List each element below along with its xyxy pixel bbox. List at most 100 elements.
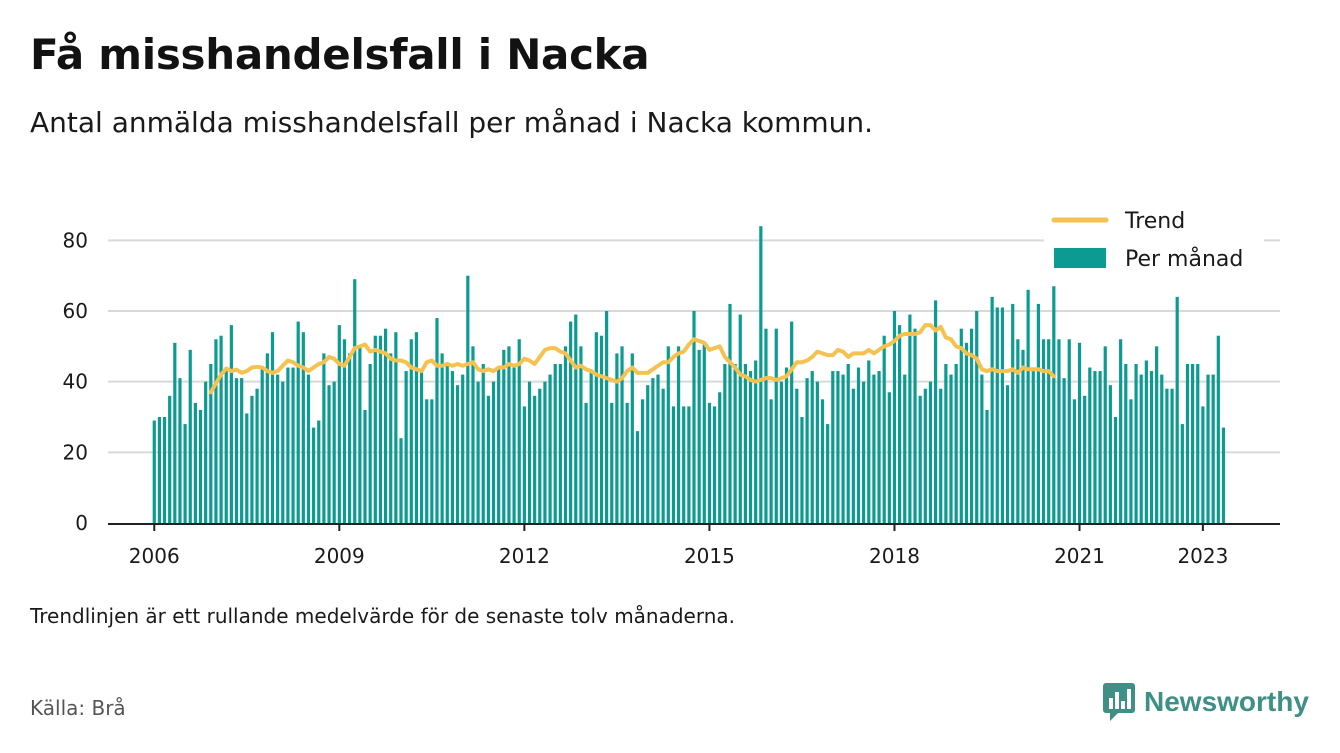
bar (990, 296, 994, 523)
bar (594, 332, 598, 523)
bar (676, 346, 681, 523)
bar (887, 392, 891, 523)
bar (353, 279, 357, 523)
bar (1016, 339, 1020, 523)
bar (651, 378, 655, 523)
bar (646, 385, 650, 523)
bar (543, 381, 547, 523)
bar (949, 374, 953, 523)
bar (1175, 296, 1179, 523)
bar (769, 399, 773, 523)
bar (723, 364, 727, 523)
bar (1119, 339, 1123, 523)
bar (558, 364, 562, 523)
bar (553, 364, 557, 523)
bar (759, 226, 763, 523)
bar (1180, 424, 1184, 523)
bar (615, 353, 619, 523)
bar (872, 374, 876, 523)
bar (1201, 406, 1205, 523)
bar (312, 427, 316, 523)
bar (964, 342, 969, 523)
x-tick-label: 2009 (314, 544, 365, 568)
bar (1072, 399, 1076, 523)
bar (877, 371, 881, 523)
bar (183, 424, 187, 523)
bar (281, 381, 285, 523)
bar (1149, 371, 1154, 523)
bar (851, 388, 855, 523)
bar (296, 321, 300, 523)
bar (461, 374, 465, 523)
bar (198, 409, 203, 523)
bar (810, 371, 814, 523)
brand-logo[interactable]: Newsworthy (1102, 682, 1309, 722)
bar (795, 388, 799, 523)
bar (538, 388, 542, 523)
bar (229, 325, 233, 523)
bar (841, 374, 845, 523)
bar (502, 349, 506, 523)
bar (754, 360, 758, 523)
bar (1196, 364, 1200, 523)
bar (790, 321, 794, 523)
bar (656, 374, 660, 523)
bar (738, 314, 742, 523)
legend-label-trend: Trend (1124, 209, 1185, 234)
bar (671, 406, 676, 523)
bar (322, 353, 326, 523)
bar (337, 325, 341, 523)
y-tick-label: 40 (63, 370, 88, 394)
bar (898, 325, 902, 523)
bar (471, 346, 475, 523)
bar (712, 406, 717, 523)
bar (466, 275, 470, 523)
bar (666, 346, 670, 523)
bar (219, 335, 223, 523)
bar (923, 388, 927, 523)
bar (306, 374, 311, 523)
bar (204, 381, 208, 523)
bar (692, 311, 696, 523)
bar (173, 342, 177, 523)
bar (569, 321, 573, 523)
bar (234, 378, 239, 523)
bar (944, 364, 948, 523)
bar (430, 399, 434, 523)
bar (1139, 374, 1143, 523)
bar (497, 367, 501, 523)
bar (1155, 346, 1159, 523)
bar (363, 409, 367, 523)
bar (224, 367, 228, 523)
chart-subtitle: Antal anmälda misshandelsfall per månad … (30, 106, 874, 139)
bar (620, 346, 624, 523)
bar (517, 339, 521, 523)
bar (481, 364, 485, 523)
legend-label-bars: Per månad (1125, 246, 1243, 272)
bar (563, 346, 568, 523)
bar (862, 381, 866, 523)
bar (157, 417, 161, 523)
bar (507, 346, 511, 523)
bar (245, 413, 249, 523)
source-label: Källa: Brå (30, 696, 126, 720)
bar (486, 395, 490, 523)
bar (764, 328, 768, 523)
x-tick-label: 2021 (1054, 544, 1105, 568)
chart: 0 20 40 60 80 2006 2009 2012 2015 2018 2021 2023 Tr… (63, 202, 1280, 568)
x-tick-label: 2006 (129, 544, 180, 568)
footnote: Trendlinjen är ett rullande medelvärde f… (30, 604, 736, 628)
bar (1011, 303, 1015, 523)
legend: Trend Per månad (1044, 202, 1264, 284)
bar (291, 367, 295, 523)
bar (625, 402, 629, 523)
bar (697, 349, 701, 523)
bar (512, 367, 516, 523)
x-tick-label: 2012 (499, 544, 550, 568)
bar (1057, 339, 1061, 523)
trend-series (208, 323, 1056, 395)
bar (404, 371, 408, 523)
bar (301, 332, 305, 523)
bar (240, 378, 244, 523)
bar (399, 438, 403, 523)
